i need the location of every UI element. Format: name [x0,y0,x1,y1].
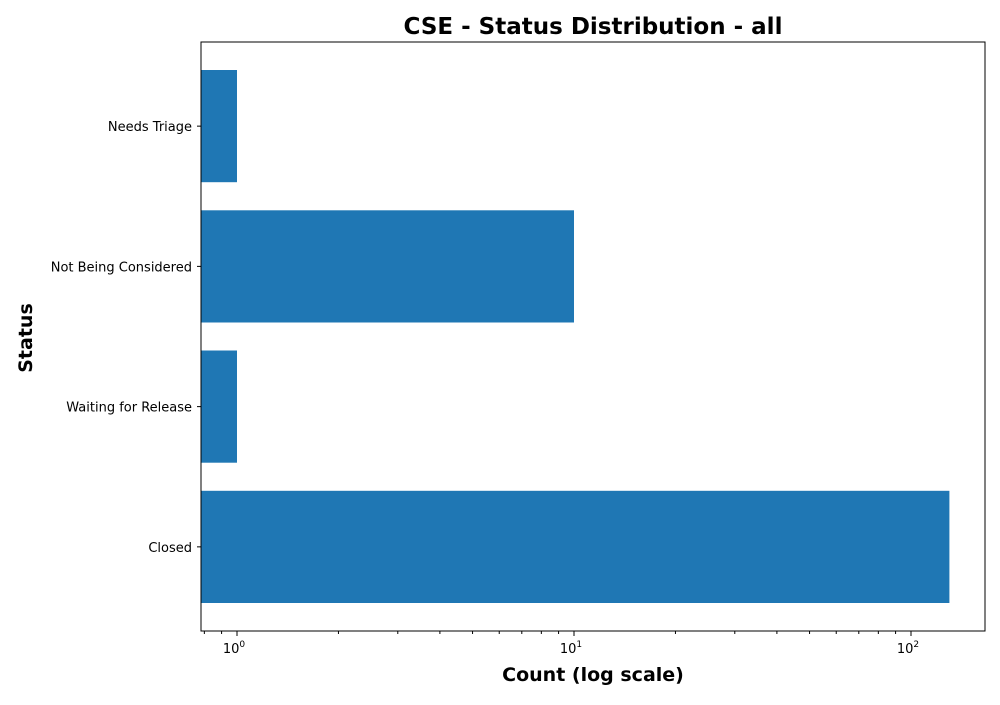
y-tick-label: Not Being Considered [51,260,192,275]
y-tick-label: Closed [148,541,192,556]
x-tick-label: 100 [223,640,246,657]
y-tick-label: Waiting for Release [66,401,192,416]
y-axis-label: Status [15,303,37,373]
x-tick-label: 102 [897,640,919,657]
x-axis: 100 101 102 [203,631,919,657]
x-tick-label: 101 [560,640,582,657]
plot-frame [200,41,986,632]
bars-layer [201,70,950,603]
bar-waiting-for-release [201,350,237,463]
chart-title: CSE - Status Distribution - all [404,14,783,40]
bar-needs-triage [201,70,237,183]
x-axis-label: Count (log scale) [502,664,684,686]
y-axis: Needs Triage Not Being Considered Waiting … [51,120,201,556]
bar-not-being-considered [201,210,574,323]
bar-closed [201,490,950,603]
y-tick-label: Needs Triage [108,120,192,135]
